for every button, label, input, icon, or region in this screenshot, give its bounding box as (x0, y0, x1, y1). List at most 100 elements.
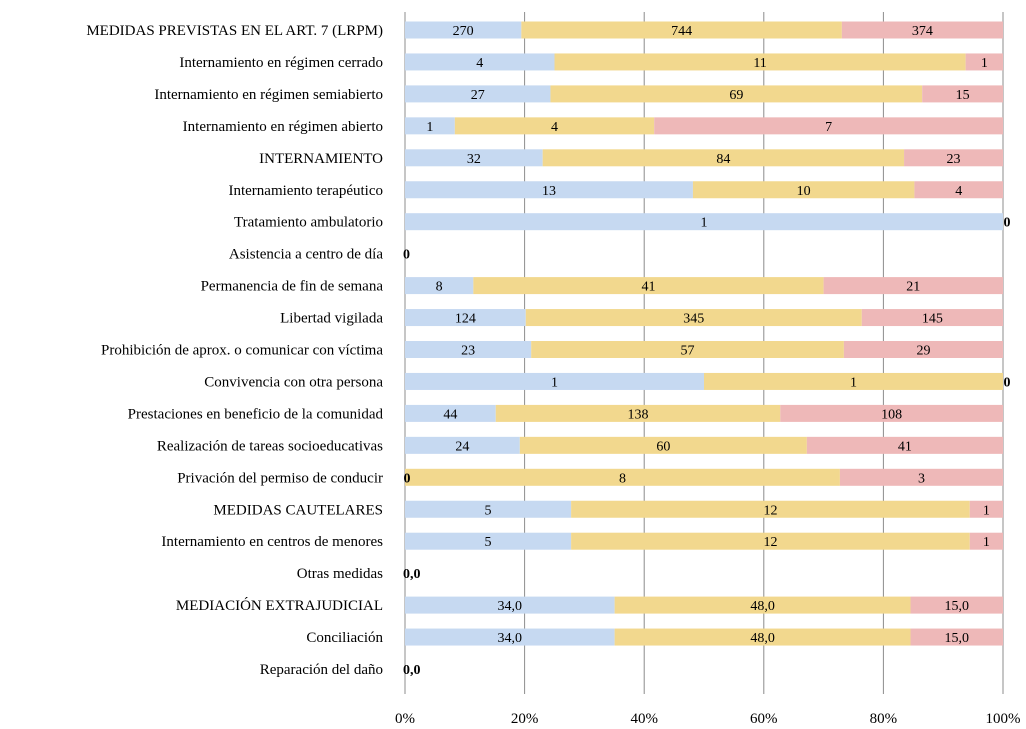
category-label: Convivencia con otra persona (204, 374, 383, 390)
data-label: 0 (404, 471, 411, 486)
data-label: 15 (956, 88, 970, 103)
bar-segment (841, 21, 1003, 39)
bar-segment (614, 596, 911, 614)
x-axis-tick-labels: 0% 20% 40% 60% 80% 100% (395, 711, 1021, 727)
category-labels: MEDIDAS PREVISTAS EN EL ART. 7 (LRPM) Int… (86, 23, 383, 678)
data-label: 0 (1004, 216, 1011, 231)
data-label: 15,0 (945, 631, 970, 646)
category-label: MEDIDAS PREVISTAS EN EL ART. 7 (LRPM) (86, 23, 383, 39)
bar-segment (904, 149, 1003, 167)
data-label: 12 (763, 503, 777, 518)
bar-segment (823, 277, 1003, 295)
bar-segment (965, 53, 1003, 71)
category-label: Conciliación (306, 630, 383, 646)
bar-segment (704, 372, 1003, 390)
data-label: 34,0 (498, 631, 523, 646)
bar-segment (405, 372, 704, 390)
bar-segment (525, 309, 862, 327)
data-label: 0 (1004, 375, 1011, 390)
x-tick-label: 20% (511, 711, 539, 727)
category-label: MEDIDAS CAUTELARES (213, 502, 383, 518)
bar-segment (405, 21, 522, 39)
data-label: 44 (443, 407, 457, 422)
bar-segment (614, 628, 911, 646)
data-label: 34,0 (498, 599, 523, 614)
data-label: 8 (619, 471, 626, 486)
data-label: 1 (981, 56, 988, 71)
data-label: 145 (922, 312, 943, 327)
category-label: Realización de tareas socioeducativas (157, 438, 383, 454)
data-label: 1 (983, 535, 990, 550)
data-label: 84 (716, 152, 730, 167)
category-label: Tratamiento ambulatorio (234, 215, 383, 231)
data-label: 4 (955, 184, 962, 199)
data-label: 41 (641, 280, 655, 295)
bar-segment (571, 532, 970, 550)
bar-segment (692, 181, 915, 199)
bar-segment (780, 404, 1003, 422)
data-label: 345 (683, 312, 704, 327)
bar-segment (495, 404, 781, 422)
data-label: 48,0 (750, 631, 775, 646)
bar-segment (405, 532, 572, 550)
data-label: 1 (983, 503, 990, 518)
data-label: 10 (797, 184, 811, 199)
bars (405, 21, 1003, 646)
bar-segment (910, 596, 1003, 614)
bar-segment (521, 21, 842, 39)
category-label: Prohibición de aprox. o comunicar con ví… (101, 343, 383, 359)
data-label: 24 (455, 439, 469, 454)
data-label: 32 (467, 152, 481, 167)
bar-segment (839, 468, 1003, 486)
data-label: 8 (436, 280, 443, 295)
data-label: 108 (881, 407, 902, 422)
category-label: INTERNAMIENTO (259, 151, 383, 167)
data-label: 0 (403, 248, 410, 263)
bar-segment (405, 85, 551, 103)
bar-segment (861, 309, 1003, 327)
category-label: Internamiento terapéutico (228, 183, 383, 199)
data-label: 48,0 (750, 599, 775, 614)
bar-segment (405, 500, 572, 518)
category-label: Libertad vigilada (280, 311, 383, 327)
bar-segment (405, 596, 615, 614)
category-label: Internamiento en centros de menores (161, 534, 383, 550)
x-tick-label: 80% (870, 711, 898, 727)
bar-segment (531, 341, 844, 358)
bar-segment (554, 53, 966, 71)
data-label: 1 (551, 375, 558, 390)
data-label: 23 (461, 344, 475, 359)
data-label: 27 (471, 88, 485, 103)
data-label: 1 (701, 216, 708, 231)
bar-segment (571, 500, 970, 518)
bar-segment (969, 532, 1003, 550)
bar-segment (405, 628, 615, 646)
category-label: Asistencia a centro de día (229, 247, 383, 263)
bar-segment (405, 404, 496, 422)
data-label: 4 (476, 56, 483, 71)
data-label: 41 (898, 439, 912, 454)
data-label: 744 (671, 24, 692, 39)
bar-segment (405, 53, 555, 71)
data-label: 7 (825, 120, 832, 135)
data-label: 138 (628, 407, 649, 422)
data-label: 29 (916, 344, 930, 359)
bar-segment (806, 436, 1003, 454)
category-label: Internamiento en régimen semiabierto (154, 87, 383, 103)
x-tick-label: 100% (986, 711, 1021, 727)
bar-segment (969, 500, 1003, 518)
category-label: MEDIACIÓN EXTRAJUDICIAL (176, 597, 383, 614)
bar-segment (519, 436, 807, 454)
bar-segment (654, 117, 1003, 135)
category-label: Prestaciones en beneficio de la comunida… (128, 406, 384, 422)
category-label: Reparación del daño (260, 662, 383, 678)
x-tick-label: 40% (630, 711, 658, 727)
data-label: 0,0 (403, 663, 421, 678)
x-tick-label: 0% (395, 711, 415, 727)
bar-segment (405, 277, 474, 295)
data-label: 1 (426, 120, 433, 135)
category-label: Otras medidas (297, 566, 383, 582)
data-label: 15,0 (945, 599, 970, 614)
data-label: 21 (906, 280, 920, 295)
bar-segment (405, 117, 455, 135)
